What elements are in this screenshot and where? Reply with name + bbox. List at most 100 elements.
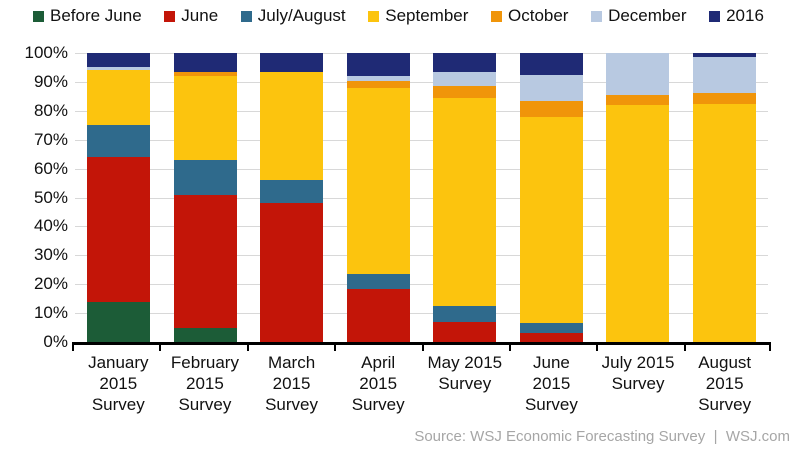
x-category-label-line: 2015: [272, 374, 311, 393]
legend-item: 2016: [709, 6, 764, 26]
x-category-label-line: Survey: [438, 374, 492, 393]
bar-segment: [346, 80, 410, 88]
bar-segment: [173, 159, 237, 195]
source-credit: Source: WSJ Economic Forecasting Survey …: [414, 428, 790, 445]
gridline: [75, 255, 768, 257]
bar-segment: [519, 333, 583, 342]
x-category-label-line: August: [698, 353, 752, 372]
bar-segment: [692, 103, 756, 342]
bar-segment: [173, 194, 237, 328]
y-tick-label: 50%: [33, 187, 68, 207]
bar-segment: [346, 76, 410, 81]
y-axis-labels: 0% 10% 20% 30% 40% 50% 60% 70% 80% 90% 100%: [0, 44, 68, 351]
gridline: [75, 226, 768, 228]
bar-segment: [692, 57, 756, 94]
legend-label: June: [181, 6, 219, 25]
bar-segment: [260, 71, 324, 181]
x-axis-tick: [246, 342, 249, 351]
x-category-label-line: February: [170, 353, 239, 372]
bar-segment: [519, 323, 583, 334]
y-tick-label: 90%: [33, 71, 68, 91]
y-tick-label: 70%: [33, 129, 68, 149]
x-axis-labels: January 2015 Survey February 2015 Survey March…: [75, 352, 768, 415]
gridline: [75, 81, 768, 83]
bar-segment: [346, 274, 410, 289]
bar-august-2015-survey: [692, 53, 756, 342]
bar-segment: [346, 53, 410, 77]
x-category-label-line: July 2015: [601, 353, 675, 372]
bar-segment: [433, 97, 497, 306]
legend-swatch-icon: [709, 10, 721, 22]
bar-segment: [173, 76, 237, 160]
legend-label: December: [608, 6, 687, 25]
x-category-label-line: May 2015: [427, 353, 503, 372]
gridline: [75, 110, 768, 112]
x-axis-tick: [769, 342, 771, 351]
x-category-label-line: January: [88, 353, 149, 372]
x-category-label: January 2015 Survey: [75, 352, 162, 415]
x-axis-tick: [421, 342, 424, 351]
gridline: [75, 284, 768, 286]
x-category-label: August 2015 Survey: [681, 352, 768, 415]
legend-swatch-icon: [240, 10, 252, 22]
bar-may-2015-survey: [433, 53, 497, 342]
bar-april-2015-survey: [346, 53, 410, 342]
x-category-label: March 2015 Survey: [248, 352, 335, 415]
x-category-label-line: 2015: [359, 374, 398, 393]
x-axis-tick: [334, 342, 337, 351]
bar-segment: [692, 53, 756, 58]
gridline: [75, 139, 768, 141]
bar-segment: [606, 105, 670, 342]
legend-item: September: [368, 6, 468, 26]
x-axis-tick: [72, 342, 74, 351]
y-tick-label: 60%: [33, 158, 68, 178]
chart-legend: Before June June July/August September Octob…: [33, 6, 764, 26]
bar-segment: [346, 87, 410, 275]
gridline: [75, 197, 768, 199]
gridline: [75, 53, 768, 54]
bar-segment: [433, 71, 497, 87]
x-category-label-line: Survey: [91, 395, 145, 414]
bar-segment: [173, 53, 237, 72]
bar-segment: [260, 53, 324, 72]
bar-july-2015-survey: [606, 53, 670, 342]
x-category-label-line: April: [361, 353, 396, 372]
x-category-label-line: 2015: [532, 374, 571, 393]
legend-item: October: [491, 6, 568, 26]
legend-swatch-icon: [164, 10, 176, 22]
y-tick-label: 10%: [33, 303, 68, 323]
y-tick-label: 80%: [33, 100, 68, 120]
legend-swatch-icon: [368, 10, 380, 22]
x-category-label-line: 2015: [99, 374, 138, 393]
x-category-label: June 2015 Survey: [508, 352, 595, 415]
x-axis-tick: [159, 342, 162, 351]
x-category-label: July 2015 Survey: [595, 352, 682, 415]
bars: [75, 53, 768, 342]
bar-june-2015-survey: [519, 53, 583, 342]
legend-swatch-icon: [591, 10, 603, 22]
y-tick-label: 30%: [33, 245, 68, 265]
x-axis-ticks: [72, 342, 771, 351]
bar-segment: [433, 86, 497, 98]
y-tick-label: 40%: [33, 216, 68, 236]
legend-label: Before June: [50, 6, 142, 25]
x-category-label-line: March: [267, 353, 316, 372]
bar-segment: [433, 305, 497, 322]
x-category-label-line: 2015: [186, 374, 224, 393]
x-category-label: April 2015 Survey: [335, 352, 422, 415]
x-category-label-line: Survey: [178, 395, 232, 414]
bar-segment: [433, 53, 497, 72]
y-tick-label: 20%: [33, 274, 68, 294]
x-category-label-line: June: [533, 353, 570, 372]
x-category-label-line: Survey: [698, 395, 752, 414]
bar-segment: [173, 327, 237, 342]
x-axis-tick: [596, 342, 599, 351]
bar-segment: [519, 116, 583, 324]
x-category-label-line: Survey: [265, 395, 319, 414]
bar-segment: [87, 157, 150, 302]
bar-segment: [519, 100, 583, 117]
plot-area: [75, 53, 768, 342]
bar-january-2015-survey: [87, 53, 150, 342]
legend-label: October: [508, 6, 569, 25]
